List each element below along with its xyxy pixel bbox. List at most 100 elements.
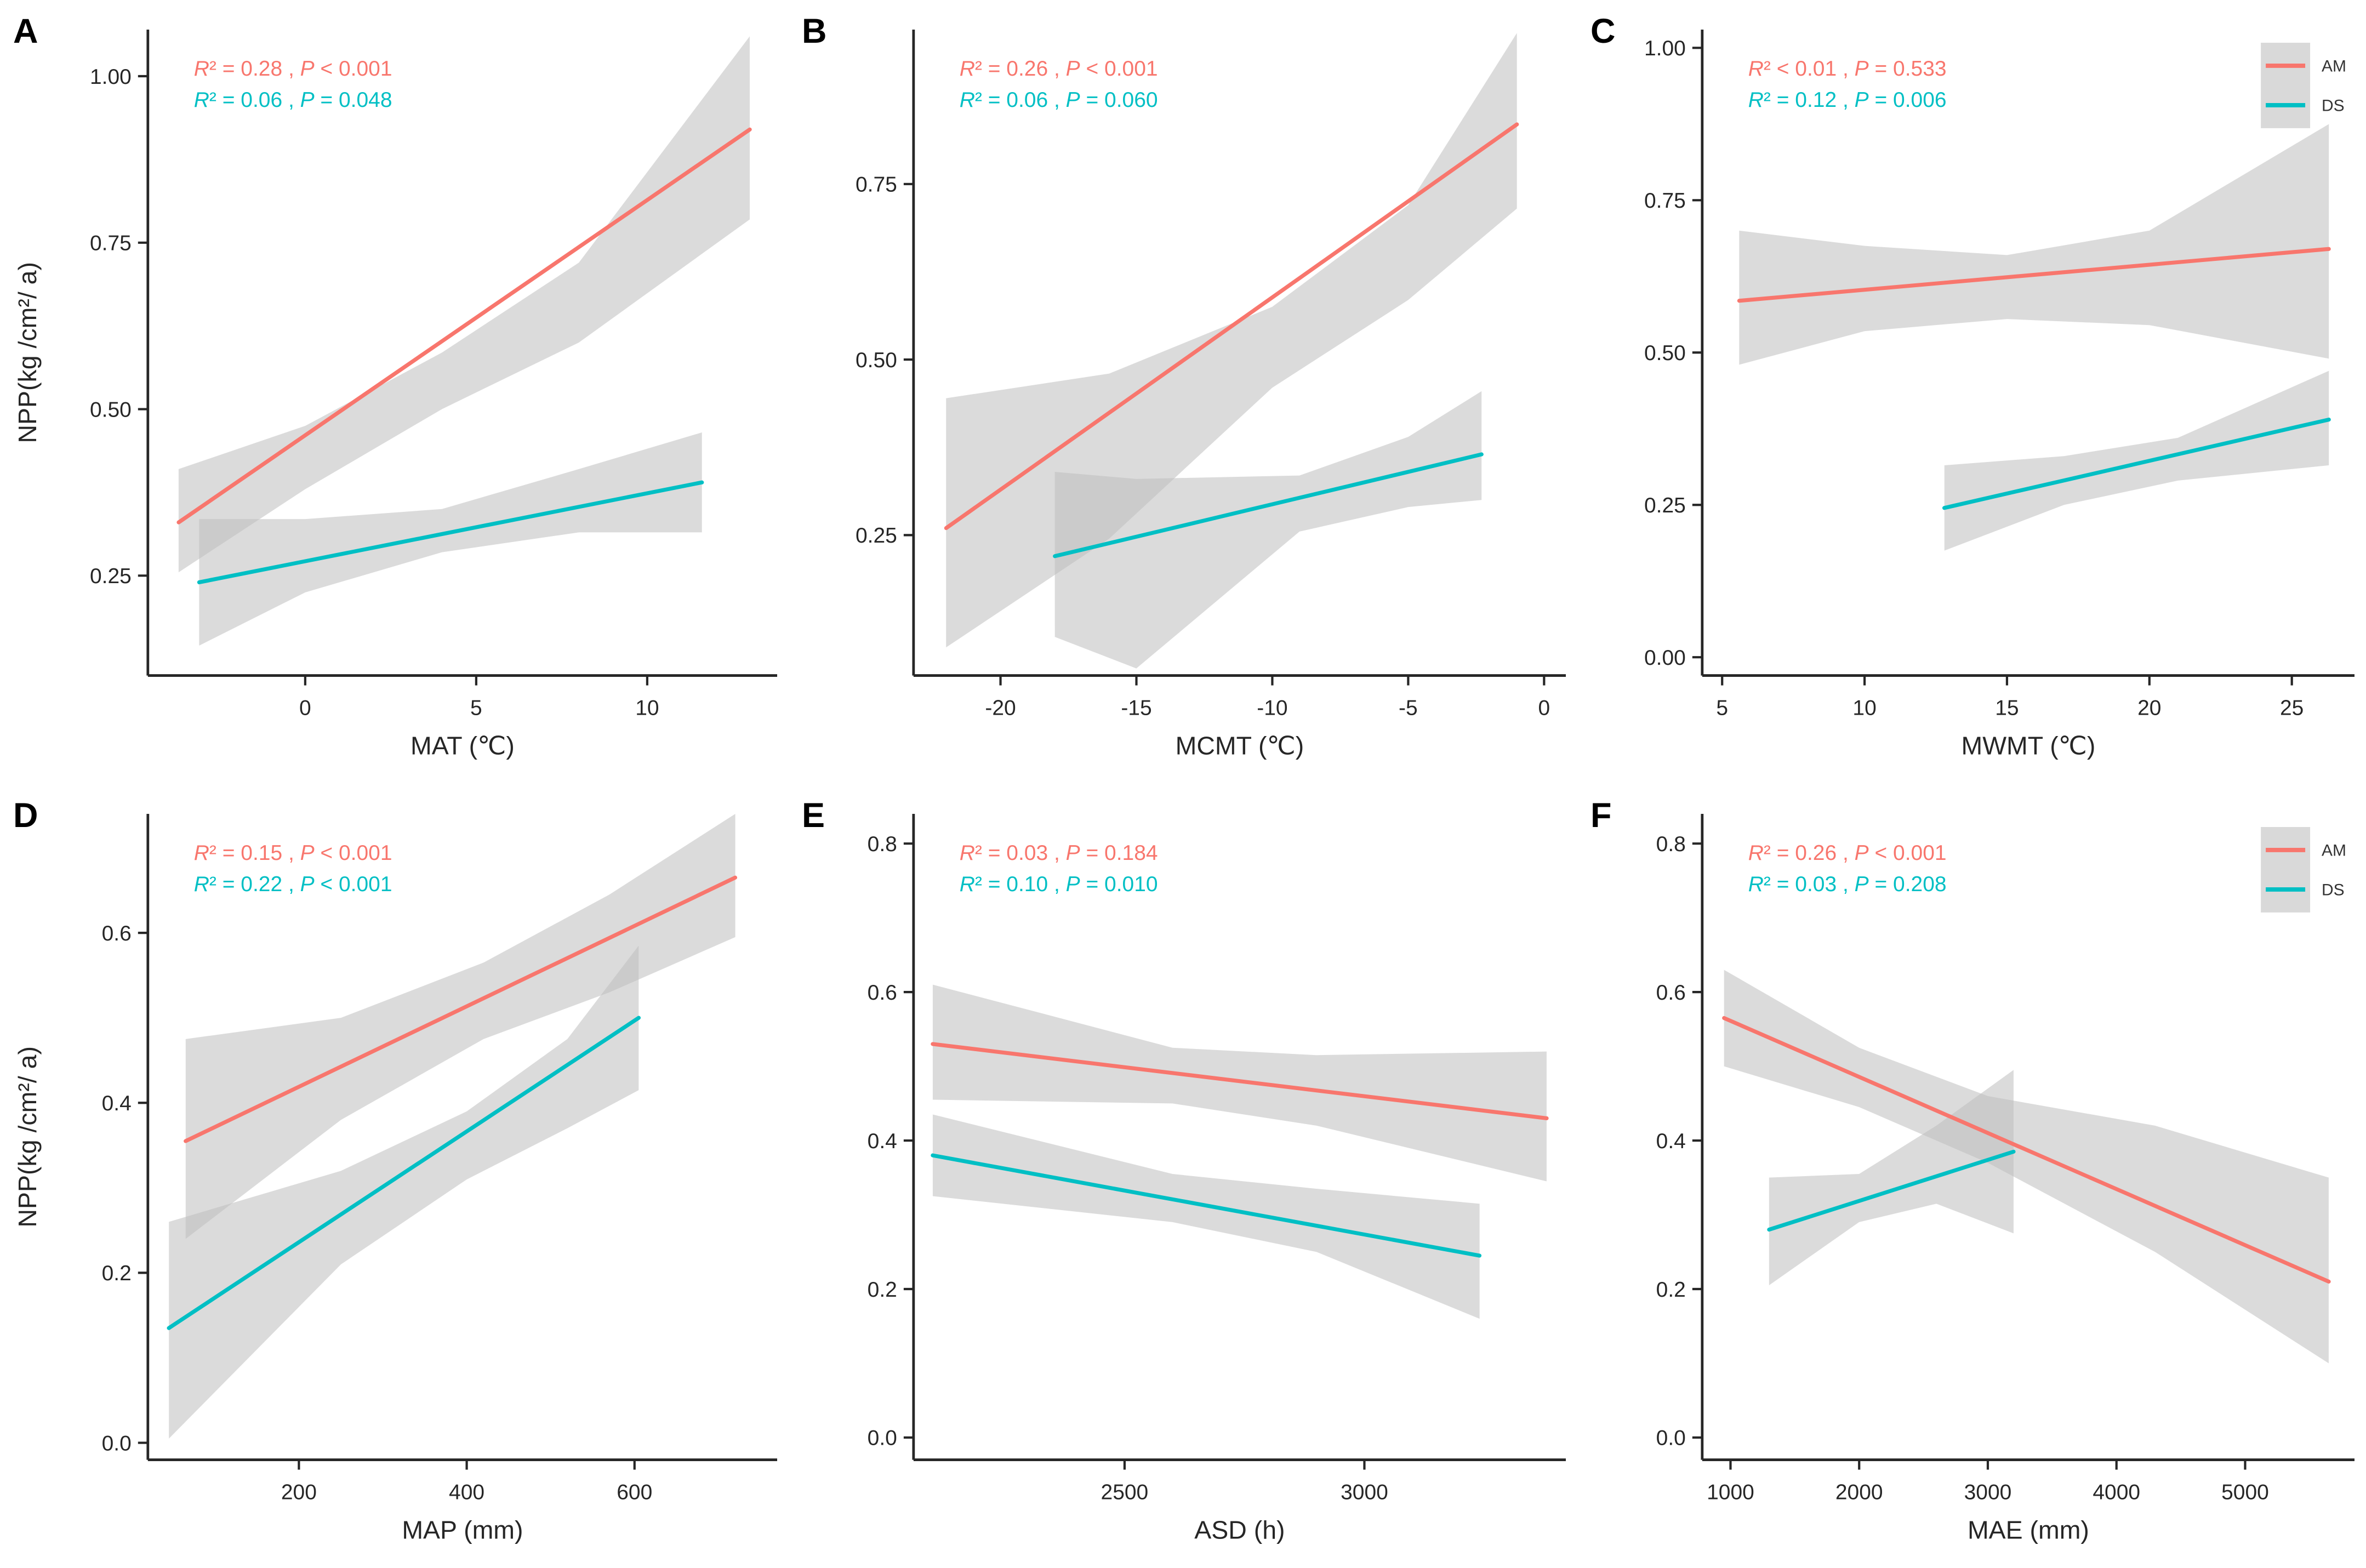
x-tick-label: 5 [470,697,482,720]
x-tick-label: 2500 [1101,1480,1149,1504]
y-tick-label: 0.75 [856,173,897,197]
confidence-band-am [1724,970,2329,1364]
y-tick-label: 0.75 [1644,189,1686,213]
panel-letter: B [802,12,826,50]
legend-label-am: AM [2322,841,2346,859]
x-tick-label: 2000 [1835,1480,1883,1504]
y-tick-label: 0.0 [868,1426,897,1450]
x-tick-label: -5 [1399,697,1418,720]
y-tick-label: 0.25 [856,524,897,548]
regression-line-am [184,875,738,1143]
y-axis-title: NPP(kg /cm²/ a) [13,262,42,443]
x-tick-label: 25 [2280,697,2304,720]
confidence-band-ds [169,945,639,1439]
confidence-band-am [178,36,750,573]
regression-line-am [1722,1016,2331,1284]
x-axis-title: MAE (mm) [1968,1515,2089,1544]
x-tick-label: -20 [985,697,1016,720]
panel-letter: A [13,12,38,50]
confidence-band-ds [199,432,702,646]
panel-letter: C [1590,12,1615,50]
legend-label-ds: DS [2322,96,2345,115]
stats-annotation-am: R² = 0.26 , P < 0.001 [960,57,1158,81]
y-tick-label: 0.2 [102,1262,132,1285]
legend-key-background [2261,826,2311,913]
y-tick-label: 0.6 [868,980,897,1004]
legend: AM DS [2261,826,2346,913]
x-tick-label: 1000 [1707,1480,1754,1504]
panel-B-chart: 0.25 0.50 0.75 -20 -15 -10 -5 0 MCMT (℃) B R² = 0.… [802,12,1566,760]
y-tick-label: 0.8 [868,832,897,856]
y-tick-label: 0.0 [102,1432,132,1455]
panel-D: 0.0 0.2 0.4 0.6 200 400 600 MAP (mm) NPP(kg /cm²… [0,784,789,1568]
y-tick-label: 0.00 [1644,646,1686,670]
regression-line-am [944,122,1519,531]
x-tick-label: 3000 [1964,1480,2012,1504]
regression-line-ds [1767,1149,2016,1231]
x-tick-label: 5000 [2221,1480,2269,1504]
y-tick-label: 0.4 [868,1129,897,1153]
x-axis-title: MCMT (℃) [1176,732,1304,760]
stats-annotation-ds: R² = 0.03 , P = 0.208 [1748,872,1947,896]
x-axis-title: MAP (mm) [402,1515,523,1544]
panel-letter: E [802,796,825,834]
stats-annotation-am: R² = 0.26 , P < 0.001 [1748,841,1947,864]
panel-F: 0.0 0.2 0.4 0.6 0.8 1000 2000 3000 4000 5000 MAE (… [1577,784,2366,1568]
y-axis-title: NPP(kg /cm²/ a) [13,1046,42,1228]
panel-E-chart: 0.0 0.2 0.4 0.6 0.8 2500 3000 ASD (h) E R² = 0.03… [802,796,1566,1544]
confidence-band-ds [1054,391,1482,669]
regression-line-ds [197,480,704,585]
regression-line-ds [1942,417,2331,510]
y-tick-label: 0.2 [1656,1278,1686,1301]
y-tick-label: 0.50 [90,398,132,421]
x-tick-label: 5 [1716,697,1728,720]
x-tick-label: -10 [1257,697,1287,720]
y-tick-label: 0.6 [1656,980,1686,1004]
x-axis-title: MAT (℃) [411,732,515,760]
legend-label-am: AM [2322,57,2346,75]
confidence-band-am [185,813,736,1239]
stats-annotation-am: R² < 0.01 , P = 0.533 [1748,57,1947,81]
y-tick-label: 0.2 [868,1278,897,1301]
plot-area-C [1737,124,2331,551]
panel-D-chart: 0.0 0.2 0.4 0.6 200 400 600 MAP (mm) NPP(kg /cm²… [13,796,778,1544]
panel-C: 0.00 0.25 0.50 0.75 1.00 5 10 15 20 25 MWMT (℃) C R²… [1577,0,2366,784]
plot-area-E [931,984,1549,1319]
x-tick-label: 10 [635,697,659,720]
x-tick-label: 400 [449,1480,484,1504]
y-tick-label: 0.50 [1644,341,1686,365]
plot-area-B [944,33,1519,669]
y-tick-label: 0.50 [856,349,897,372]
y-tick-label: 0.75 [90,232,132,255]
regression-line-ds [931,1153,1482,1258]
confidence-band-ds [1944,370,2329,551]
stats-annotation-am: R² = 0.15 , P < 0.001 [194,841,392,864]
x-axis-title: ASD (h) [1194,1515,1285,1544]
x-tick-label: 600 [617,1480,652,1504]
x-tick-label: 200 [281,1480,317,1504]
x-tick-label: 10 [1852,697,1876,720]
y-tick-label: 0.8 [1656,832,1686,856]
regression-line-am [931,1041,1549,1120]
panel-letter: F [1590,796,1611,834]
stats-annotation-ds: R² = 0.12 , P = 0.006 [1748,88,1947,112]
stats-annotation-am: R² = 0.03 , P = 0.184 [960,841,1158,864]
plot-area-D [167,813,738,1439]
stats-annotation-ds: R² = 0.06 , P = 0.048 [194,88,392,112]
panel-B: 0.25 0.50 0.75 -20 -15 -10 -5 0 MCMT (℃) B R² = 0.… [789,0,1577,784]
legend-label-ds: DS [2322,881,2345,899]
x-tick-label: 4000 [2093,1480,2140,1504]
confidence-band-am [1739,124,2329,365]
x-tick-label: 20 [2137,697,2161,720]
panel-E: 0.0 0.2 0.4 0.6 0.8 2500 3000 ASD (h) E R² = 0.03… [789,784,1577,1568]
y-tick-label: 0.25 [90,565,132,588]
regression-line-am [176,127,752,524]
stats-annotation-ds: R² = 0.10 , P = 0.010 [960,872,1158,896]
panel-C-chart: 0.00 0.25 0.50 0.75 1.00 5 10 15 20 25 MWMT (℃) C R²… [1590,12,2355,760]
x-tick-label: 3000 [1341,1480,1388,1504]
y-tick-label: 0.4 [1656,1129,1686,1153]
y-tick-label: 1.00 [90,65,132,89]
confidence-band-ds [932,1114,1480,1319]
panel-A: 0.25 0.50 0.75 1.00 0 5 10 MAT (℃) NPP(kg /cm²/ … [0,0,789,784]
